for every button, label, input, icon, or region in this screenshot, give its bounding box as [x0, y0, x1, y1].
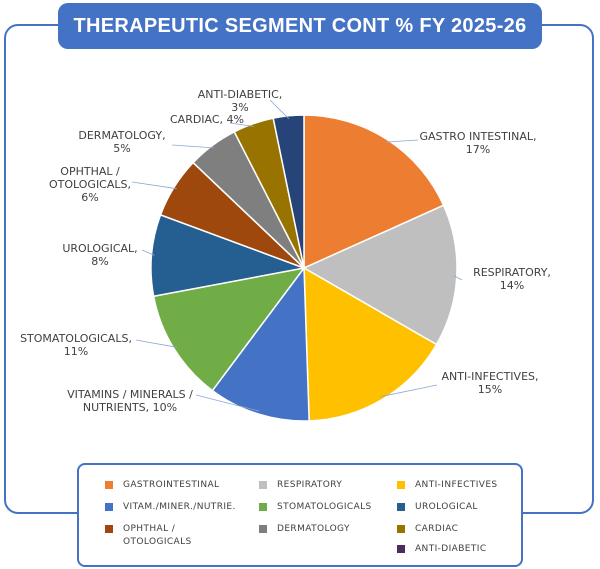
- title-banner: THERAPEUTIC SEGMENT CONT % FY 2025-26: [58, 3, 542, 49]
- leader-line-8: [171, 144, 215, 149]
- legend-swatch: [105, 503, 113, 511]
- slice-label-10: ANTI-DIABETIC, 3%: [198, 88, 283, 114]
- legend-swatch: [105, 481, 113, 489]
- leader-line-1: [385, 139, 419, 143]
- legend-item: DERMATOLOGY: [259, 523, 387, 536]
- pie-slice-10: [272, 114, 305, 269]
- leader-line-10: [269, 99, 290, 120]
- slice-label-1: GASTRO INTESTINAL, 17%: [419, 130, 536, 156]
- legend-item: UROLOGICAL: [397, 501, 525, 514]
- legend-label: ANTI-INFECTIVES: [415, 480, 498, 490]
- pie-slice-4: [211, 265, 310, 422]
- legend-item: CARDIAC: [397, 523, 525, 536]
- legend-label: STOMATOLOGICALS: [277, 502, 372, 512]
- legend-item: OPHTHAL / OTOLOGICALS: [105, 523, 233, 549]
- legend-swatch: [397, 481, 405, 489]
- leader-line-2: [453, 275, 463, 281]
- legend-swatch: [259, 481, 267, 489]
- slice-label-4: VITAMINS / MINERALS / NUTRIENTS, 10%: [67, 388, 193, 414]
- legend-label: RESPIRATORY: [277, 480, 343, 490]
- pie-slice-1: [303, 114, 445, 270]
- legend-item: ANTI-DIABETIC: [397, 543, 525, 556]
- legend-label: VITAM./MINER./NUTRIE.: [123, 502, 236, 512]
- slice-label-8: DERMATOLOGY, 5%: [78, 129, 165, 155]
- legend-label: OPHTHAL / OTOLOGICALS: [123, 524, 192, 547]
- slice-label-2: RESPIRATORY, 14%: [473, 266, 551, 292]
- legend-swatch: [105, 525, 113, 533]
- legend-label: CARDIAC: [415, 524, 459, 534]
- pie-slice-3: [303, 266, 438, 422]
- legend-label: UROLOGICAL: [415, 502, 478, 512]
- leader-line-5: [135, 339, 177, 348]
- legend: GASTROINTESTINAL RESPIRATORY ANTI-INFECTIV…: [77, 463, 523, 567]
- legend-item: VITAM./MINER./NUTRIE.: [105, 501, 236, 514]
- legend-label: GASTROINTESTINAL: [123, 480, 220, 490]
- slice-label-6: UROLOGICAL, 8%: [62, 242, 137, 268]
- slice-label-9: CARDIAC, 4%: [170, 113, 244, 126]
- legend-label: ANTI-DIABETIC: [415, 544, 487, 554]
- leader-line-4: [195, 394, 260, 412]
- legend-swatch: [259, 525, 267, 533]
- slice-label-7: OPHTHAL / OTOLOGICALS, 6%: [49, 165, 131, 204]
- slice-label-5: STOMATOLOGICALS, 11%: [20, 332, 132, 358]
- leader-line-6: [141, 249, 155, 256]
- legend-item: RESPIRATORY: [259, 479, 387, 492]
- pie-slice-5: [152, 266, 306, 392]
- legend-item: ANTI-INFECTIVES: [397, 479, 525, 492]
- legend-swatch: [397, 503, 405, 511]
- legend-swatch: [397, 545, 405, 553]
- leader-line-7: [131, 181, 177, 190]
- legend-item: STOMATOLOGICALS: [259, 501, 387, 514]
- leader-line-9: [229, 122, 255, 127]
- slice-label-3: ANTI-INFECTIVES, 15%: [441, 370, 538, 396]
- pie-slice-6: [150, 213, 307, 298]
- pie-slice-2: [302, 204, 458, 346]
- legend-swatch: [397, 525, 405, 533]
- legend-item: GASTROINTESTINAL: [105, 479, 233, 492]
- chart-title: THERAPEUTIC SEGMENT CONT % FY 2025-26: [73, 14, 527, 37]
- legend-label: DERMATOLOGY: [277, 524, 350, 534]
- leader-line-3: [381, 384, 438, 397]
- legend-swatch: [259, 503, 267, 511]
